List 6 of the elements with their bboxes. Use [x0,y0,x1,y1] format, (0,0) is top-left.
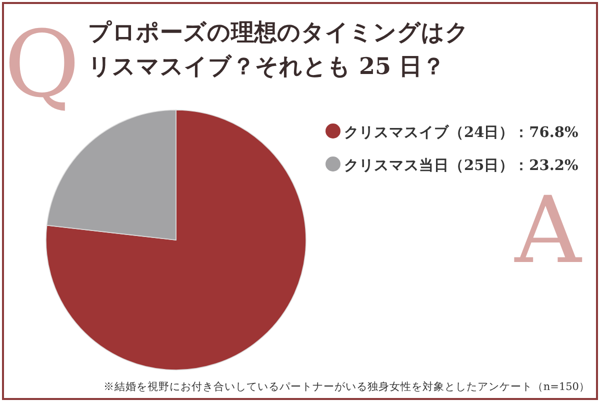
text: Q [4,11,80,118]
text: ※結婚を視野にお付き合いしているパートナーがいる独身女性を対象としたアンケート（n=150） [103,380,590,393]
chart-title: プロポーズの理想のタイミングはクリスマスイブ？それとも 25 日？ [88,19,469,80]
legend-label: クリスマスイブ（24日）：76.8% [344,124,578,141]
text: A [514,177,583,284]
legend-label: クリスマス当日（25日）：23.2% [344,157,578,174]
